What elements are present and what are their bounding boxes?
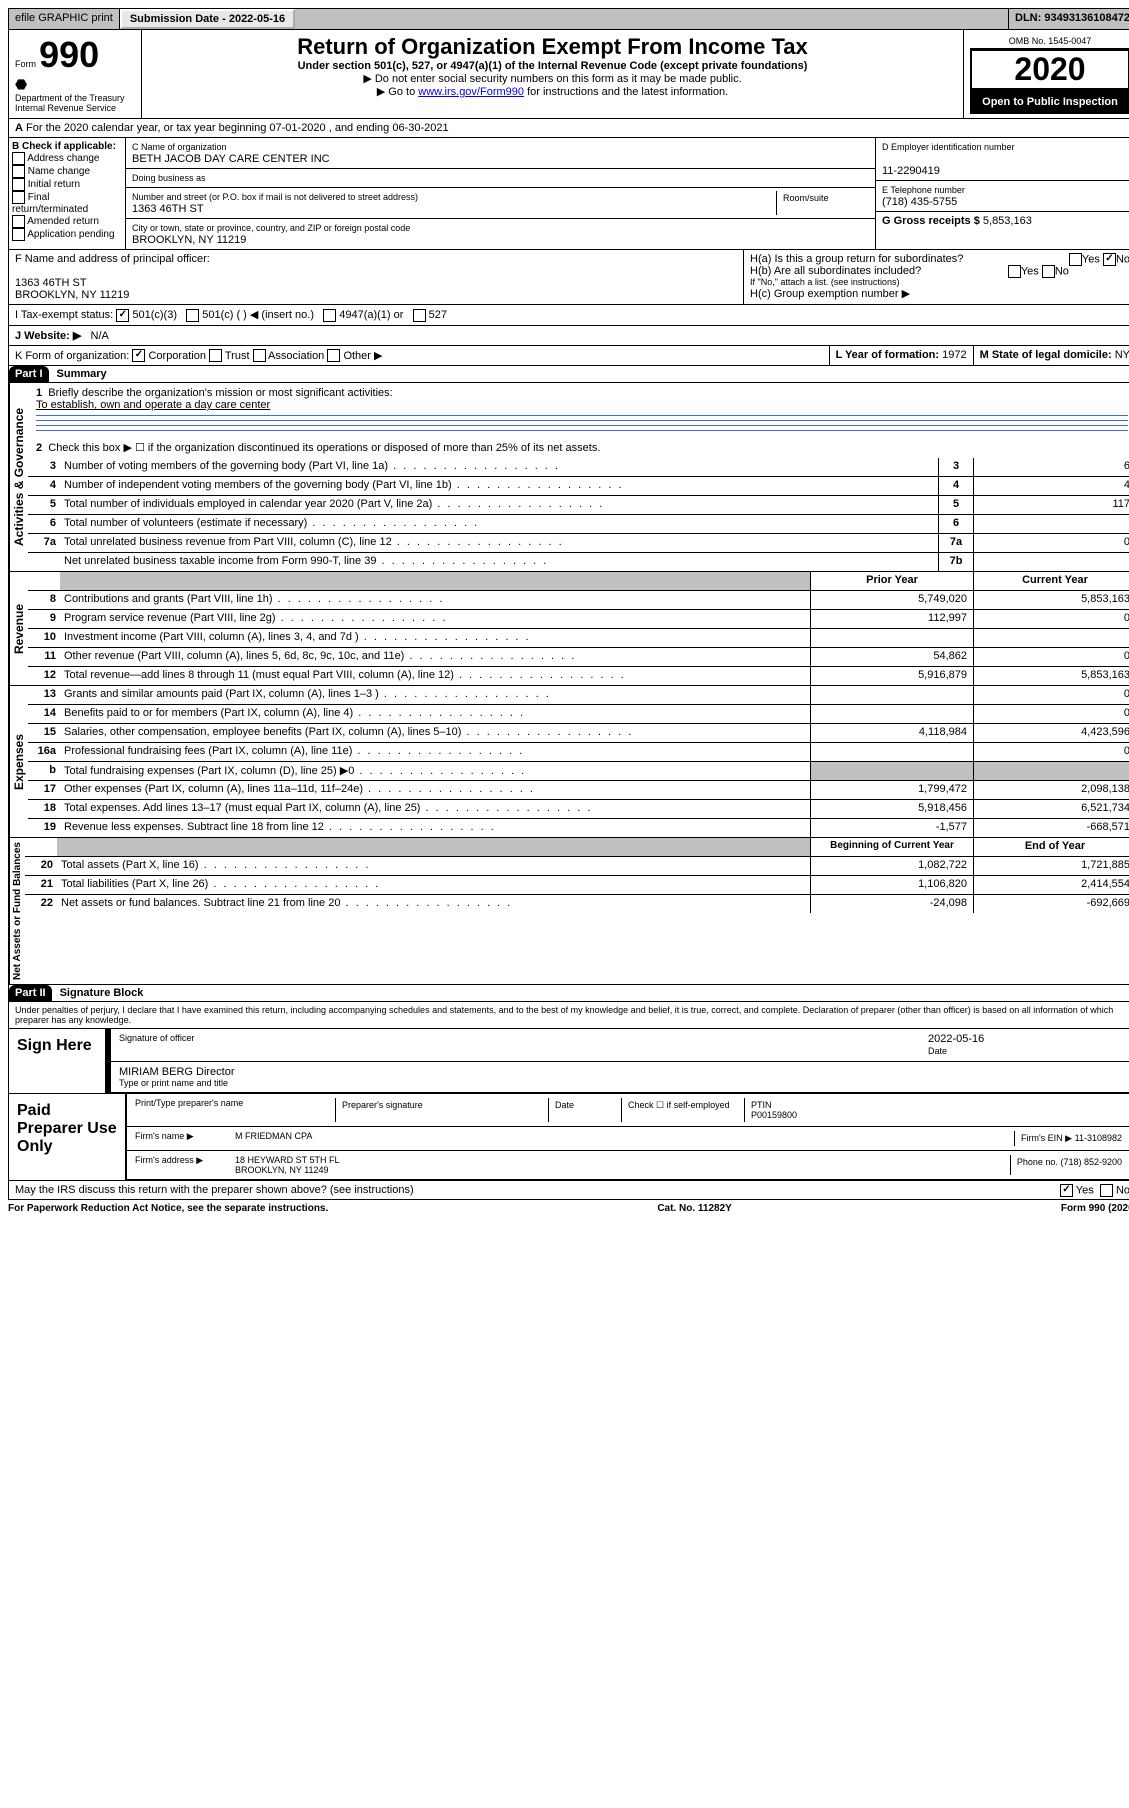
city-state-zip: BROOKLYN, NY 11219 xyxy=(132,234,246,246)
check-application-pending: Application pending xyxy=(12,228,122,241)
line-20: 20Total assets (Part X, line 16)1,082,72… xyxy=(25,857,1129,876)
sign-date: 2022-05-16 xyxy=(928,1033,984,1045)
check-initial-return: Initial return xyxy=(12,178,122,191)
part-ii-header: Part II Signature Block xyxy=(8,985,1129,1002)
telephone: (718) 435-5755 xyxy=(882,196,957,208)
efile-header: efile GRAPHIC print Submission Date - 20… xyxy=(8,8,1129,30)
line-21: 21Total liabilities (Part X, line 26)1,1… xyxy=(25,876,1129,895)
gov-row-3: 3Number of voting members of the governi… xyxy=(28,458,1129,477)
irs-label: Internal Revenue Service xyxy=(15,103,135,113)
firm-name: M FRIEDMAN CPA xyxy=(235,1131,312,1146)
line-16a: 16aProfessional fundraising fees (Part I… xyxy=(28,743,1129,762)
officer-name: MIRIAM BERG Director xyxy=(119,1066,1128,1078)
row-klm: K Form of organization: Corporation Trus… xyxy=(8,346,1129,367)
gross-receipts: 5,853,163 xyxy=(983,215,1032,227)
ein: 11-2290419 xyxy=(882,165,940,177)
501c3-checkbox[interactable] xyxy=(116,309,129,322)
firm-phone: (718) 852-9200 xyxy=(1060,1157,1122,1167)
section-bcd: B Check if applicable: Address change Na… xyxy=(8,138,1129,250)
corp-checkbox[interactable] xyxy=(132,349,145,362)
row-j: J Website: ▶ N/A xyxy=(8,326,1129,346)
gov-row-5: 5Total number of individuals employed in… xyxy=(28,496,1129,515)
omb-no: OMB No. 1545-0047 xyxy=(970,34,1129,49)
form-note1: ▶ Do not enter social security numbers o… xyxy=(148,72,957,85)
gov-row-7b: Net unrelated business taxable income fr… xyxy=(28,553,1129,571)
page-footer: For Paperwork Reduction Act Notice, see … xyxy=(8,1200,1129,1217)
line-10: 10Investment income (Part VIII, column (… xyxy=(28,629,1129,648)
line-b: bTotal fundraising expenses (Part IX, co… xyxy=(28,762,1129,781)
mission-description: To establish, own and operate a day care… xyxy=(36,399,270,411)
form-subtitle: Under section 501(c), 527, or 4947(a)(1)… xyxy=(148,60,957,72)
line-17: 17Other expenses (Part IX, column (A), l… xyxy=(28,781,1129,800)
check-name-change: Name change xyxy=(12,165,122,178)
check-amended-return: Amended return xyxy=(12,215,122,228)
officer-addr2: BROOKLYN, NY 11219 xyxy=(15,289,737,301)
submission-date: Submission Date - 2022-05-16 xyxy=(120,9,295,29)
ha-no-checkbox[interactable] xyxy=(1103,253,1116,266)
row-i: I Tax-exempt status: 501(c)(3) 501(c) ( … xyxy=(8,305,1129,326)
net-assets-section: Net Assets or Fund Balances Beginning of… xyxy=(8,838,1129,985)
dln: DLN: 93493136108472 xyxy=(1009,9,1129,29)
officer-addr1: 1363 46TH ST xyxy=(15,277,737,289)
firm-ein: 11-3108982 xyxy=(1075,1133,1122,1143)
line-18: 18Total expenses. Add lines 13–17 (must … xyxy=(28,800,1129,819)
form-number: 990 xyxy=(39,34,99,75)
year-headers: Prior Year Current Year xyxy=(28,572,1129,591)
website: N/A xyxy=(91,330,109,342)
discuss-yes-checkbox[interactable] xyxy=(1060,1184,1073,1197)
line-22: 22Net assets or fund balances. Subtract … xyxy=(25,895,1129,913)
line-12: 12Total revenue—add lines 8 through 11 (… xyxy=(28,667,1129,685)
gov-row-6: 6Total number of volunteers (estimate if… xyxy=(28,515,1129,534)
firm-addr1: 18 HEYWARD ST 5TH FL xyxy=(235,1155,340,1165)
line-15: 15Salaries, other compensation, employee… xyxy=(28,724,1129,743)
firm-addr2: BROOKLYN, NY 11249 xyxy=(235,1165,329,1175)
col-b: B Check if applicable: Address change Na… xyxy=(9,138,126,249)
dept-treasury: Department of the Treasury xyxy=(15,93,135,103)
check-final-return-terminated: Final return/terminated xyxy=(12,191,122,215)
line-11: 11Other revenue (Part VIII, column (A), … xyxy=(28,648,1129,667)
activities-governance: Activities & Governance 1 Briefly descri… xyxy=(8,383,1129,572)
form-title: Return of Organization Exempt From Incom… xyxy=(148,34,957,60)
street-address: 1363 46TH ST xyxy=(132,203,204,215)
form-header: Form 990 ⬣ Department of the Treasury In… xyxy=(8,30,1129,119)
discuss-no-checkbox[interactable] xyxy=(1100,1184,1113,1197)
paid-preparer-section: Paid Preparer Use Only Print/Type prepar… xyxy=(8,1094,1129,1181)
expenses-section: Expenses 13Grants and similar amounts pa… xyxy=(8,686,1129,838)
state-domicile: NY xyxy=(1115,349,1129,361)
revenue-section: Revenue Prior Year Current Year 8Contrib… xyxy=(8,572,1129,686)
line-14: 14Benefits paid to or for members (Part … xyxy=(28,705,1129,724)
open-to-public: Open to Public Inspection xyxy=(970,90,1129,114)
discuss-row: May the IRS discuss this return with the… xyxy=(8,1181,1129,1200)
line-8: 8Contributions and grants (Part VIII, li… xyxy=(28,591,1129,610)
hb-yes-checkbox[interactable] xyxy=(1008,265,1021,278)
col-d: D Employer identification number11-22904… xyxy=(876,138,1129,249)
year-formation: 1972 xyxy=(942,349,966,361)
form-label: Form xyxy=(15,59,36,69)
form-note2: ▶ Go to www.irs.gov/Form990 for instruct… xyxy=(148,85,957,98)
ha-yes-checkbox[interactable] xyxy=(1069,253,1082,266)
line-a: A For the 2020 calendar year, or tax yea… xyxy=(8,119,1129,138)
form990-link[interactable]: www.irs.gov/Form990 xyxy=(418,86,524,98)
hb-no-checkbox[interactable] xyxy=(1042,265,1055,278)
efile-label: efile GRAPHIC print xyxy=(9,9,120,29)
check-address-change: Address change xyxy=(12,152,122,165)
tax-year: 2020 xyxy=(970,49,1129,90)
perjury-declaration: Under penalties of perjury, I declare th… xyxy=(8,1002,1129,1029)
sign-here-section: Sign Here Signature of officer 2022-05-1… xyxy=(8,1029,1129,1094)
gov-row-4: 4Number of independent voting members of… xyxy=(28,477,1129,496)
line-9: 9Program service revenue (Part VIII, lin… xyxy=(28,610,1129,629)
part-i-header: Part I Summary xyxy=(8,366,1129,383)
col-c: C Name of organizationBETH JACOB DAY CAR… xyxy=(126,138,876,249)
gov-row-7a: 7aTotal unrelated business revenue from … xyxy=(28,534,1129,553)
ptin: P00159800 xyxy=(751,1110,797,1120)
row-f-h: F Name and address of principal officer:… xyxy=(8,250,1129,305)
line-13: 13Grants and similar amounts paid (Part … xyxy=(28,686,1129,705)
org-name: BETH JACOB DAY CARE CENTER INC xyxy=(132,153,330,165)
line-19: 19Revenue less expenses. Subtract line 1… xyxy=(28,819,1129,837)
